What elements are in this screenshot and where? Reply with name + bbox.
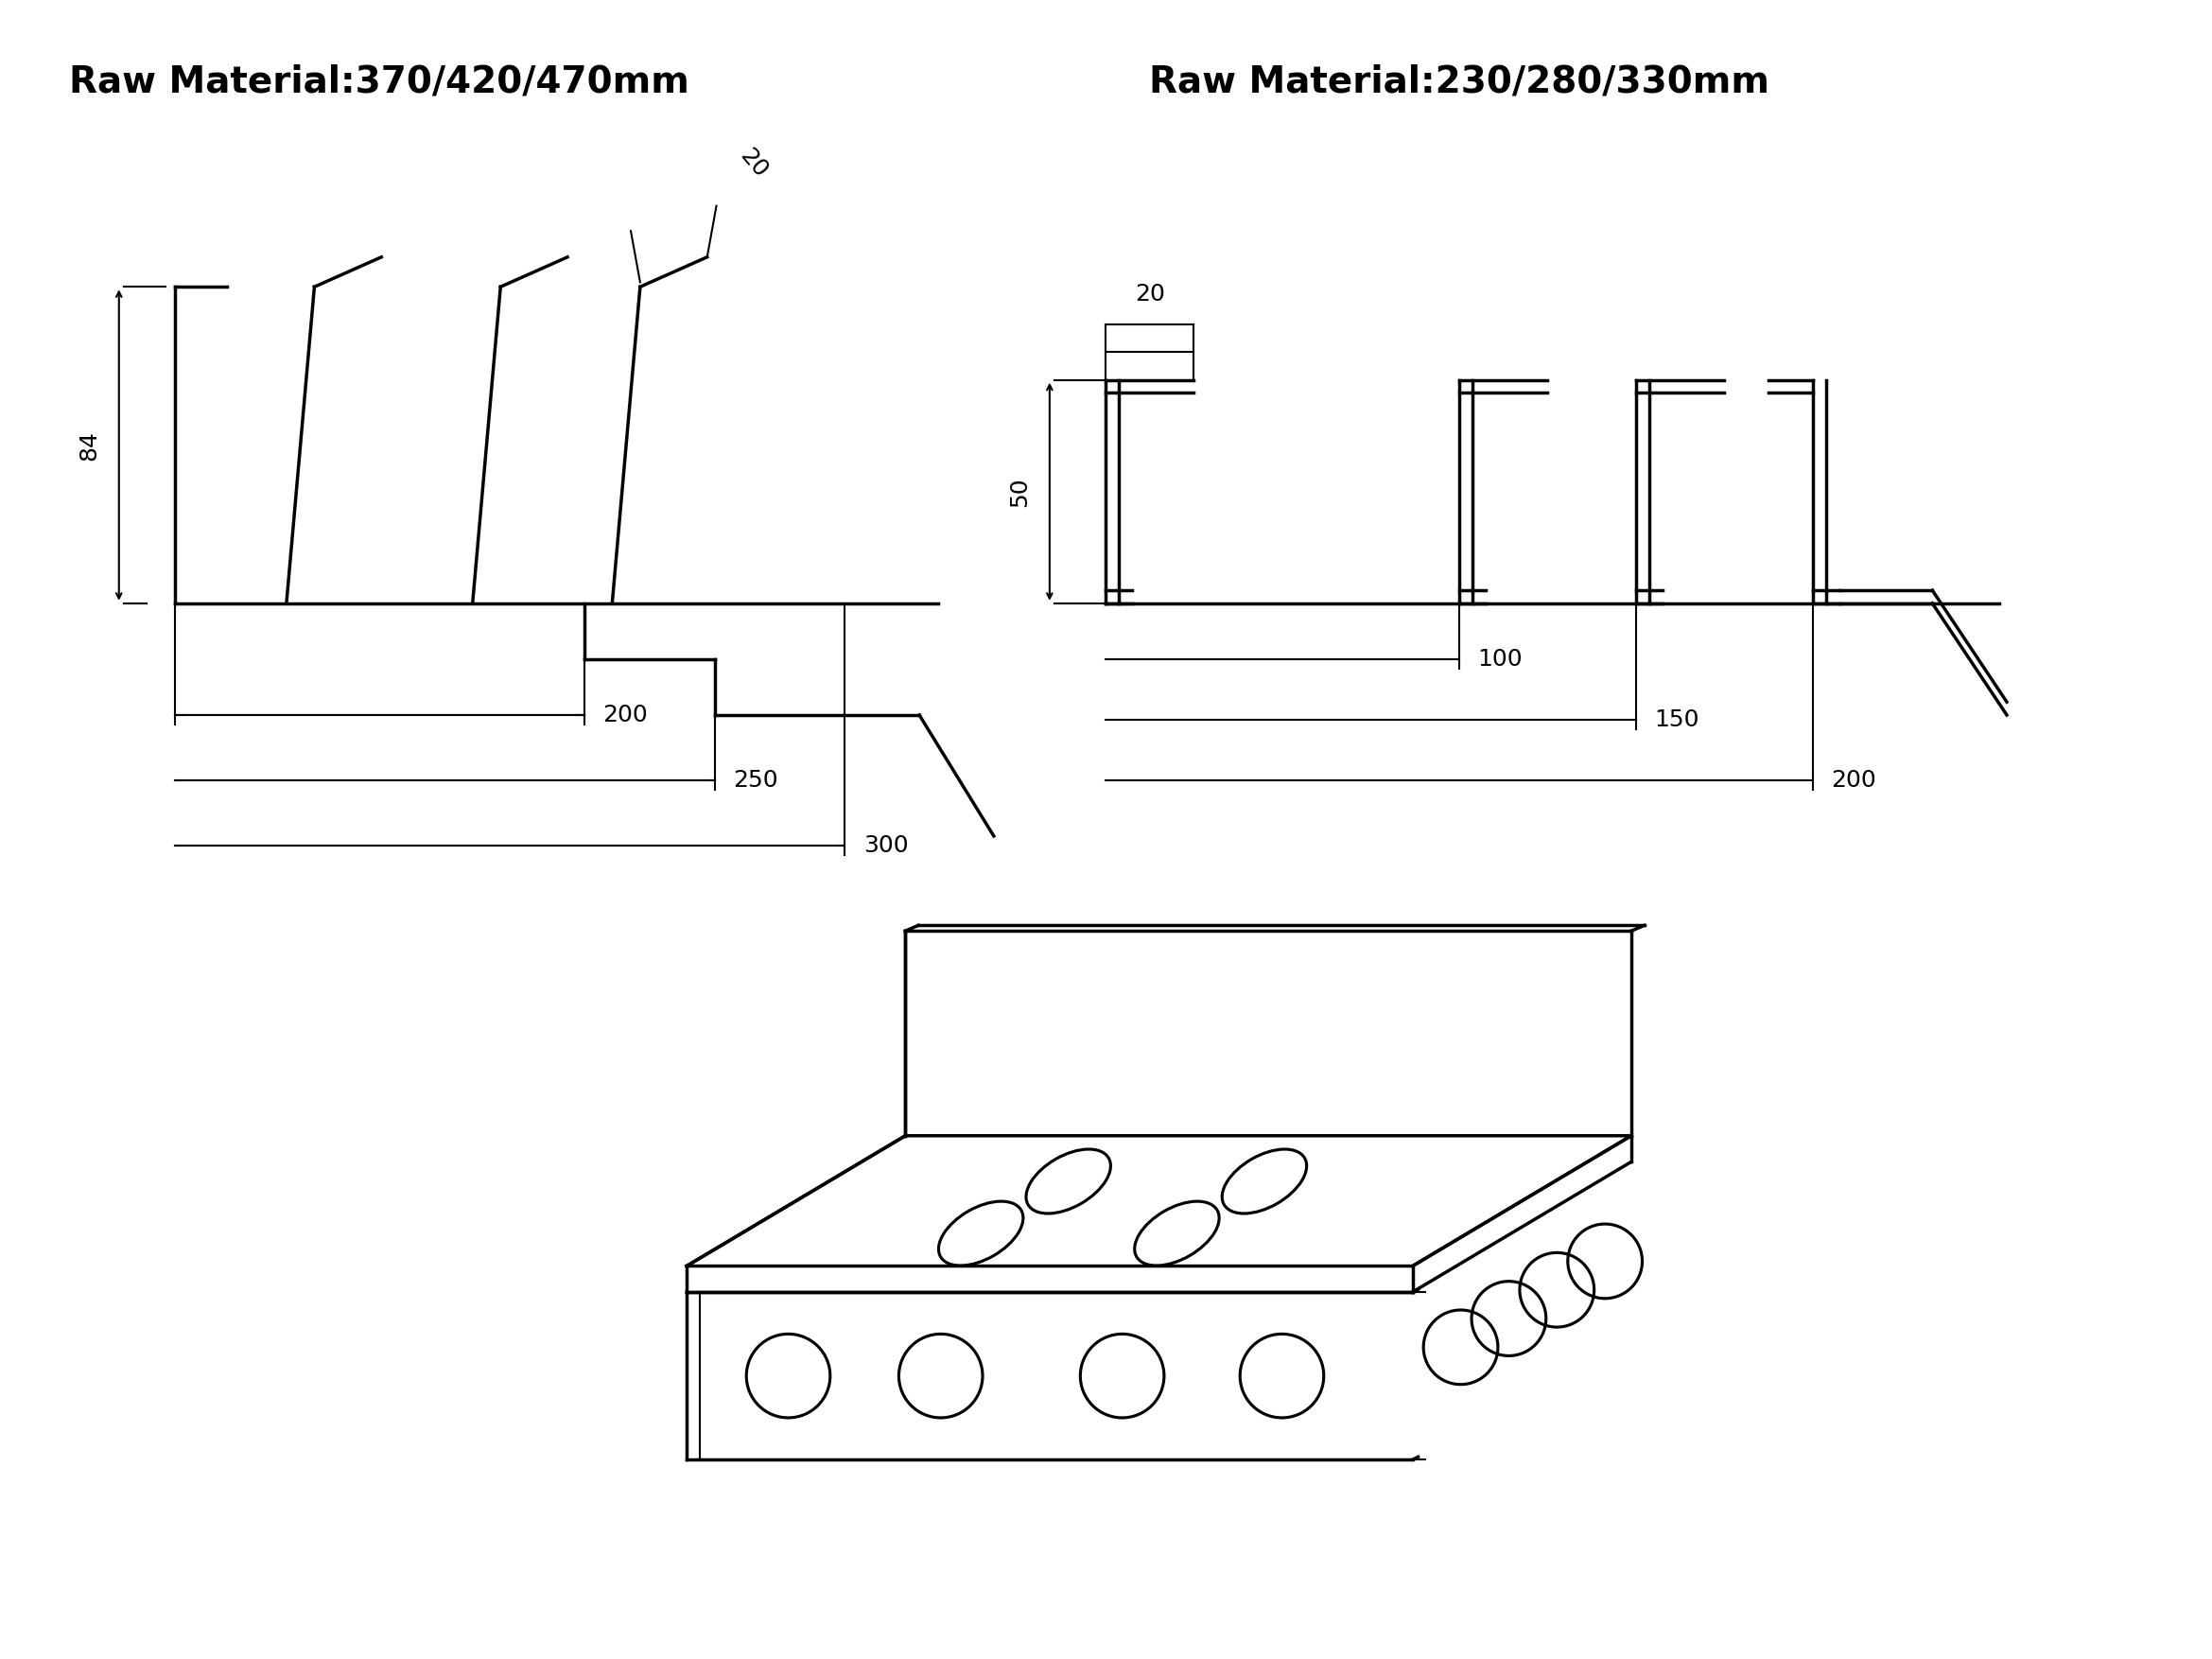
Text: 20: 20 (734, 144, 772, 182)
Text: 150: 150 (1655, 708, 1699, 732)
Text: 50: 50 (1009, 476, 1031, 506)
Text: Raw Material:230/280/330mm: Raw Material:230/280/330mm (1148, 65, 1770, 100)
Text: 200: 200 (1832, 768, 1876, 791)
Text: 100: 100 (1478, 647, 1522, 670)
Text: 300: 300 (863, 834, 909, 856)
Text: 200: 200 (604, 703, 648, 727)
Text: Raw Material:370/420/470mm: Raw Material:370/420/470mm (69, 65, 690, 100)
Text: 84: 84 (77, 430, 100, 460)
Text: 250: 250 (732, 768, 779, 791)
Text: 20: 20 (1135, 282, 1166, 305)
